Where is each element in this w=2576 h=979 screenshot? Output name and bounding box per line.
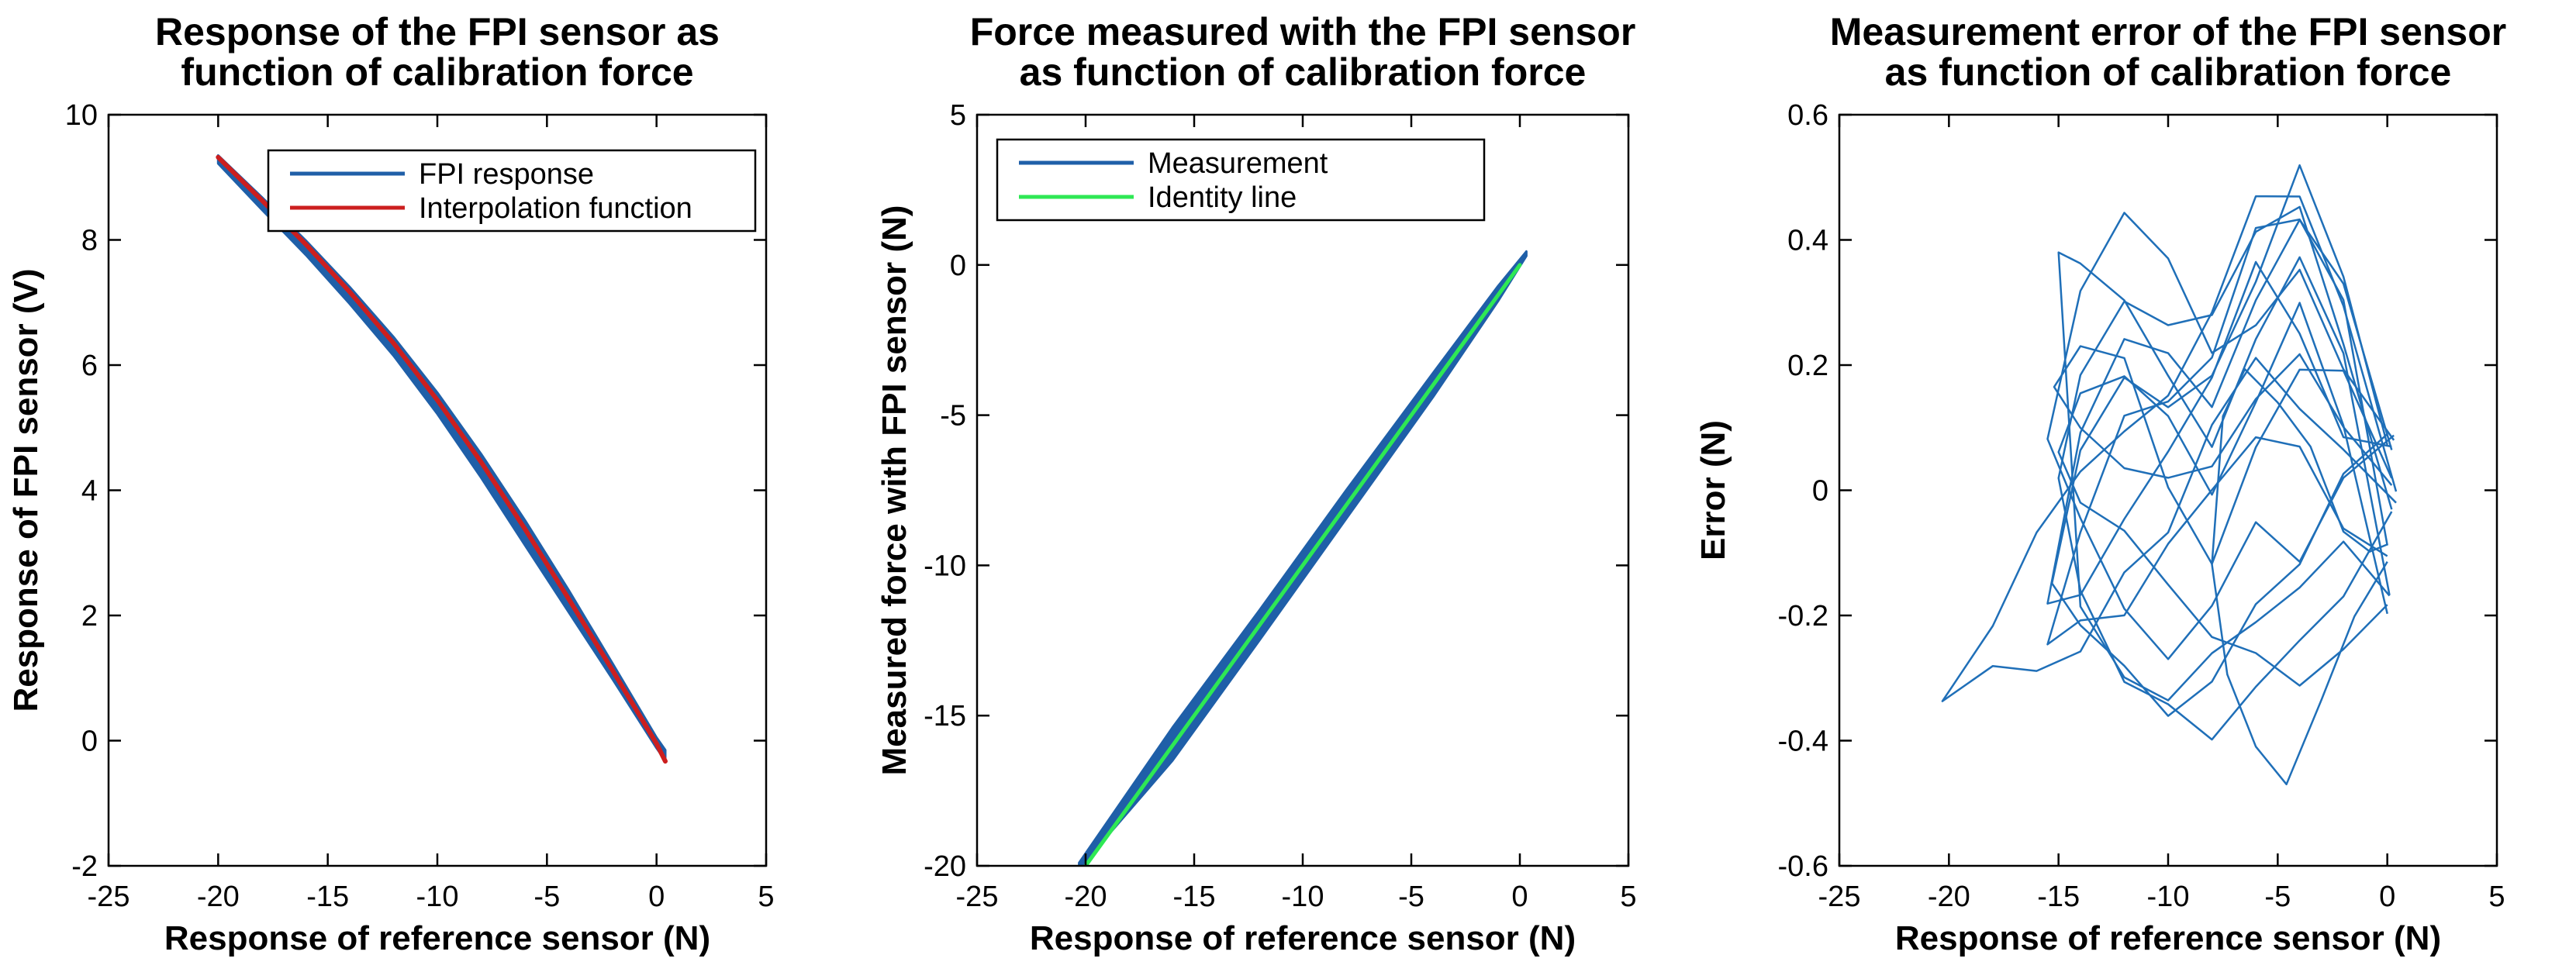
x-tick-label: 5 [1620, 881, 1636, 913]
series-identity-line-line [1083, 263, 1522, 866]
legend-box [996, 138, 1486, 222]
y-tick-label: -20 [924, 850, 966, 883]
plot-data-area [216, 154, 668, 764]
series-interpolation-function-line [216, 154, 668, 764]
series-error-loop [2057, 302, 2388, 687]
legend-box [267, 149, 757, 233]
y-axis-label: Error (N) [1694, 420, 1732, 560]
x-tick-label: -25 [1818, 881, 1861, 913]
y-tick-label: 5 [950, 99, 966, 132]
plot-frame [975, 113, 1630, 867]
series-error-loop [2057, 251, 2391, 702]
x-tick-label: -25 [956, 881, 999, 913]
chart-title-line: Response of the FPI sensor as [155, 10, 720, 53]
x-tick-label: -10 [1282, 881, 1324, 913]
x-tick-label: -10 [416, 881, 459, 913]
x-tick-label: 5 [2488, 881, 2505, 913]
plot-data-area [1941, 164, 2398, 786]
x-axis-label: Response of reference sensor (N) [164, 919, 710, 957]
x-tick-label: -15 [306, 881, 349, 913]
x-tick-label: 5 [758, 881, 774, 913]
chart-title-line: function of calibration force [181, 50, 693, 94]
x-tick-label: -5 [534, 881, 560, 913]
x-tick-label: 0 [2379, 881, 2395, 913]
y-tick-label: 10 [65, 99, 98, 132]
y-tick-label: -0.4 [1778, 726, 1828, 758]
legend-label: Measurement [1148, 147, 1328, 180]
y-tick-label: 0 [1812, 475, 1828, 508]
y-tick-label: 8 [81, 225, 98, 257]
x-tick-label: -15 [2037, 881, 2080, 913]
plot-frame [1838, 113, 2498, 867]
legend-label: Interpolation function [419, 192, 692, 225]
series-error-loop [2211, 367, 2388, 786]
y-tick-label: 0.2 [1787, 350, 1828, 382]
x-tick-label: 0 [648, 881, 665, 913]
x-tick-label: -10 [2147, 881, 2190, 913]
y-axis-label: Measured force with FPI sensor (N) [875, 205, 913, 776]
series-error-loop [2053, 345, 2393, 565]
x-tick-label: -25 [88, 881, 130, 913]
y-tick-label: -5 [940, 400, 966, 433]
y-tick-label: 2 [81, 600, 98, 633]
series-error-loop [2057, 205, 2393, 741]
x-tick-label: -5 [2264, 881, 2291, 913]
x-axis-label: Response of reference sensor (N) [1895, 919, 2441, 957]
chart-title-line: as function of calibration force [1020, 50, 1587, 94]
chart-title-line: Measurement error of the FPI sensor [1830, 10, 2506, 53]
x-tick-label: -15 [1173, 881, 1216, 913]
legend-label: FPI response [419, 158, 594, 191]
y-tick-label: 0.4 [1787, 225, 1828, 257]
y-tick-label: -10 [924, 550, 966, 582]
series-error-loop [2046, 218, 2388, 646]
y-tick-label: 0 [81, 726, 98, 758]
y-tick-label: -0.2 [1778, 600, 1828, 633]
y-tick-label: -15 [924, 700, 966, 733]
y-tick-label: -2 [71, 850, 98, 883]
y-tick-label: 0.6 [1787, 99, 1828, 132]
x-tick-label: 0 [1511, 881, 1528, 913]
x-tick-label: -5 [1398, 881, 1424, 913]
legend-label: Identity line [1148, 181, 1297, 214]
x-axis-label: Response of reference sensor (N) [1030, 919, 1576, 957]
series-error-loop [2050, 164, 2388, 717]
series-fpi-response-band [216, 154, 667, 762]
y-axis-label: Response of FPI sensor (V) [7, 268, 45, 712]
plot-data-area [1078, 250, 1528, 866]
x-tick-label: -20 [1065, 881, 1107, 913]
y-tick-label: 0 [950, 250, 966, 282]
chart-title-line: as function of calibration force [1885, 50, 2452, 94]
y-tick-label: 6 [81, 350, 98, 382]
y-tick-label: -0.6 [1778, 850, 1828, 883]
x-tick-label: -20 [197, 881, 240, 913]
series-measurement-band [1078, 250, 1528, 866]
chart-title-line: Force measured with the FPI sensor [970, 10, 1636, 53]
x-tick-label: -20 [1928, 881, 1970, 913]
series-error-loop [1941, 195, 2398, 702]
y-tick-label: 4 [81, 475, 98, 508]
series-error-loop [2046, 219, 2393, 605]
series-error-loop [2046, 212, 2395, 660]
